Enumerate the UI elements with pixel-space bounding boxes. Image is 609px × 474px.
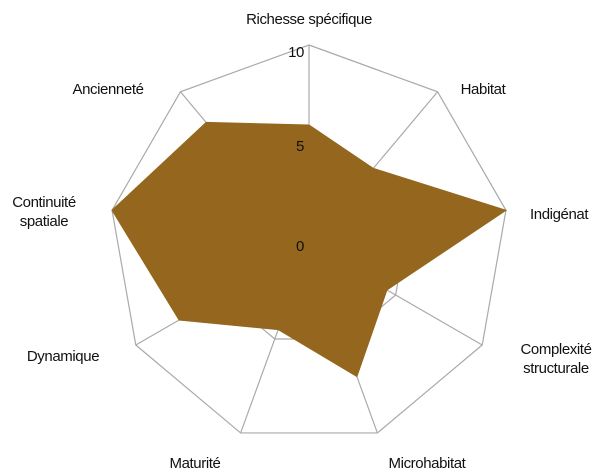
category-label: Dynamique <box>27 348 99 365</box>
category-label: Habitat <box>461 81 507 98</box>
tick-label: 5 <box>296 138 304 155</box>
tick-label: 10 <box>288 44 304 61</box>
category-label: spatiale <box>20 213 69 230</box>
category-label: Maturité <box>170 455 221 472</box>
grid-ring <box>111 44 507 434</box>
category-label: Complexité <box>520 341 591 358</box>
category-label: Indigénat <box>530 206 589 223</box>
tick-label: 0 <box>296 238 304 255</box>
data-area <box>111 121 508 378</box>
category-label: Ancienneté <box>72 81 143 98</box>
category-label: Microhabitat <box>389 455 467 472</box>
category-label: Richesse spécifique <box>246 11 372 28</box>
category-label: structurale <box>523 360 589 377</box>
category-label: Continuité <box>12 194 76 211</box>
